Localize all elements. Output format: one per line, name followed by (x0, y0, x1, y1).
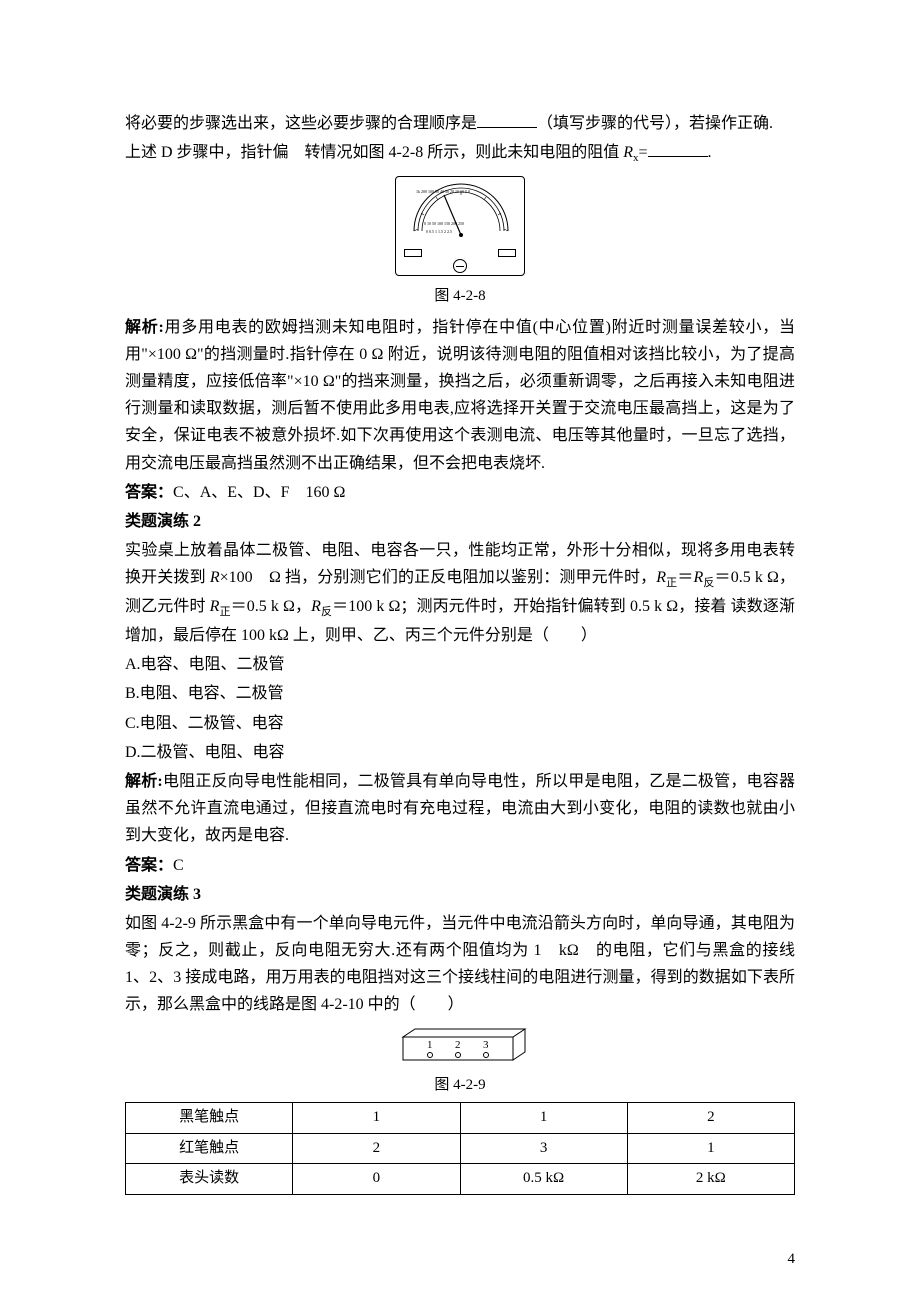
meter-button-left (404, 249, 422, 257)
table-cell: 红笔触点 (126, 1133, 293, 1164)
intro-rx: R (623, 144, 633, 161)
table-cell: 0.5 kΩ (460, 1164, 627, 1195)
ex2-optC: C.电阻、二极管、电容 (125, 710, 795, 737)
table-cell: 2 kΩ (627, 1164, 794, 1195)
ex2-optD: D.二极管、电阻、电容 (125, 739, 795, 766)
page-number: 4 (788, 1247, 796, 1273)
analysis1-label: 解析: (125, 319, 164, 336)
table-row: 红笔触点 2 3 1 (126, 1133, 795, 1164)
table-cell: 1 (460, 1103, 627, 1134)
bb-label-1: 1 (427, 1039, 433, 1051)
meter-dial-icon: 1k 200 100 50 40 30 20 15 10 5 0 0 10 50… (406, 183, 516, 238)
measurement-table: 黑笔触点 1 1 2 红笔触点 2 3 1 表头读数 0 0.5 kΩ 2 kΩ (125, 1102, 795, 1195)
ex2-r1: R (656, 569, 666, 586)
intro-text-2a: 上述 D 步骤中，指针偏 转情况如图 4-2-8 所示，则此未知电阻的阻值 (125, 144, 623, 161)
answer1: 答案：C、A、E、D、F 160 Ω (125, 479, 795, 506)
intro-text-1a: 将必要的步骤选出来，这些必要步骤的合理顺序是 (125, 115, 477, 132)
ex2-optB: B.电阻、电容、二极管 (125, 680, 795, 707)
ex2-title: 类题演练 2 (125, 508, 795, 535)
analysis2-label: 解析: (125, 773, 163, 790)
analysis2-text: 电阻正反向导电性能相同，二极管具有单向导电性，所以甲是电阻，乙是二极管，电容器虽… (125, 773, 795, 844)
table-cell: 2 (627, 1103, 794, 1134)
intro-end: . (708, 144, 712, 161)
ex2-body: 实验桌上放着晶体二极管、电阻、电容各一只，性能均正常，外形十分相似，现将多用电表… (125, 537, 795, 649)
bb-label-3: 3 (483, 1039, 489, 1051)
analysis1-text: 用多用电表的欧姆挡测未知电阻时，指针停在中值(中心位置)附近时测量误差较小，当用… (125, 319, 795, 472)
ex2-v2: ＝0.5 k Ω， (231, 598, 311, 615)
ex2-v3: ＝100 k Ω；测丙元件时，开始指针偏转到 0.5 k Ω，接着 (332, 598, 726, 615)
answer2: 答案：C (125, 852, 795, 879)
svg-text:0 0.5 1 1.5 2 2.5: 0 0.5 1 1.5 2 2.5 (426, 229, 452, 234)
bb-label-2: 2 (455, 1039, 461, 1051)
analysis1: 解析:用多用电表的欧姆挡测未知电阻时，指针停在中值(中心位置)附近时测量误差较小… (125, 314, 795, 477)
fig2-caption: 图 4-2-9 (125, 1073, 795, 1099)
meter-button-right (498, 249, 516, 257)
intro-eq: = (639, 144, 648, 161)
table-cell: 1 (293, 1103, 460, 1134)
meter-figure: 1k 200 100 50 40 30 20 15 10 5 0 0 10 50… (125, 176, 795, 276)
ex2-r3: R (210, 598, 220, 615)
table-cell: 表头读数 (126, 1164, 293, 1195)
ex2-v1: ＝0.5 (715, 569, 751, 586)
ex2-eq1: ＝ (677, 569, 693, 586)
table-cell: 1 (627, 1133, 794, 1164)
svg-text:0 10 50 100 150 200 250: 0 10 50 100 150 200 250 (424, 221, 464, 226)
table-cell: 3 (460, 1133, 627, 1164)
answer1-label: 答案： (125, 484, 173, 501)
intro-line2: 上述 D 步骤中，指针偏 转情况如图 4-2-8 所示，则此未知电阻的阻值 Rx… (125, 139, 795, 168)
ex2-l1b: ×100 Ω 挡，分别测它们的正反电阻加以鉴别：测甲元件时， (220, 569, 657, 586)
ex2-r4: R (311, 598, 321, 615)
ex3-title: 类题演练 3 (125, 881, 795, 908)
answer2-text: C (173, 857, 184, 874)
ex2-s3: 正 (219, 606, 230, 618)
fig1-caption: 图 4-2-8 (125, 284, 795, 310)
table-row: 黑笔触点 1 1 2 (126, 1103, 795, 1134)
intro-text-1b: （填写步骤的代号），若操作正确. (537, 115, 773, 132)
meter-wheel-icon (453, 259, 467, 273)
ex2-s4: 反 (321, 606, 332, 618)
ex2-s2: 反 (703, 577, 714, 589)
black-box-icon: 1 2 3 (385, 1027, 535, 1065)
answer1-text: C、A、E、D、F 160 Ω (173, 484, 345, 501)
ex2-optA: A.电容、电阻、二极管 (125, 651, 795, 678)
table-cell: 2 (293, 1133, 460, 1164)
table-cell: 0 (293, 1164, 460, 1195)
ex2-r0: R (210, 569, 220, 586)
ex3-text: 如图 4-2-9 所示黑盒中有一个单向导电元件，当元件中电流沿箭头方向时，单向导… (125, 910, 795, 1019)
analysis2: 解析:电阻正反向导电性能相同，二极管具有单向导电性，所以甲是电阻，乙是二极管，电… (125, 768, 795, 850)
table-cell: 黑笔触点 (126, 1103, 293, 1134)
intro-line1: 将必要的步骤选出来，这些必要步骤的合理顺序是 （填写步骤的代号），若操作正确. (125, 110, 795, 137)
ex2-s1: 正 (666, 577, 677, 589)
svg-text:1k 200 100 50 40 30 20 15 10 5: 1k 200 100 50 40 30 20 15 10 5 0 (416, 189, 470, 194)
table-row: 表头读数 0 0.5 kΩ 2 kΩ (126, 1164, 795, 1195)
ex2-r2: R (693, 569, 703, 586)
black-box-figure: 1 2 3 (125, 1027, 795, 1065)
answer2-label: 答案： (125, 857, 173, 874)
